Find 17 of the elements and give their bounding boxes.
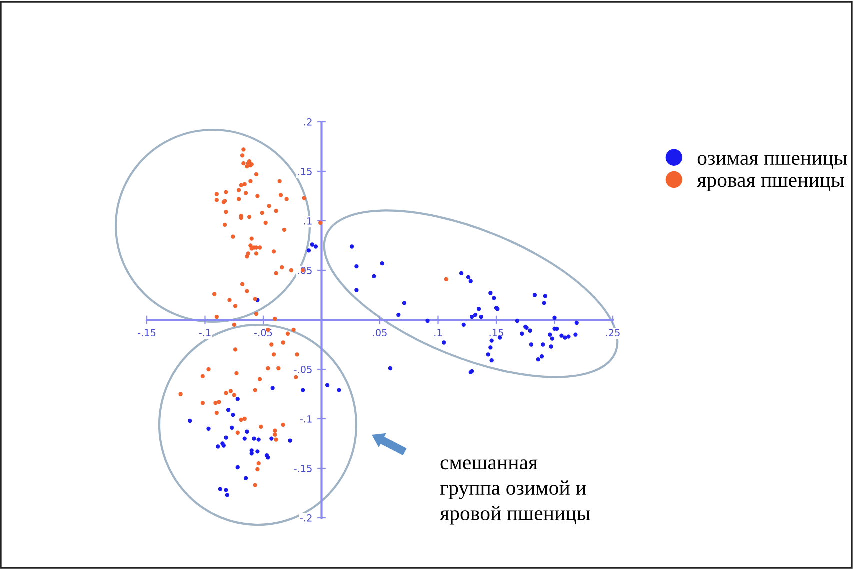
annotation: смешанная группа озимой и яровой пшеницы [440,460,590,525]
y-tick-label: .2 [304,118,312,126]
y-tick-label: .1 [304,218,312,225]
legend-label: озимая пшеницы [698,155,848,169]
y-tick-label: .05 [298,266,312,274]
y-tick-label: -.2 [300,514,312,522]
y-tick-label: .15 [298,168,312,176]
legend-label: яровая пшеницы [697,177,844,192]
y-tick-label: -.1 [300,416,312,423]
x-tick-label: .1 [434,329,442,336]
x-tick-label: .15 [490,329,504,337]
y-tick-label: -.05 [294,366,312,374]
x-tick-label: .05 [373,329,387,337]
x-tick-label: .25 [606,329,620,337]
y-tick-label: -.15 [294,465,312,472]
x-tick-label: -.1 [199,329,211,336]
x-tick-label: -.15 [138,329,156,337]
